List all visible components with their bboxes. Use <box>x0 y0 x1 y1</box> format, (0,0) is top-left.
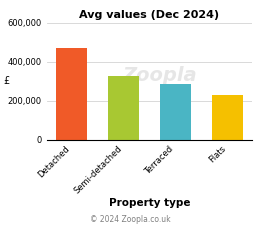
Bar <box>212 95 243 140</box>
X-axis label: Property type: Property type <box>109 198 190 209</box>
Y-axis label: £: £ <box>3 76 9 86</box>
Text: Zoopla: Zoopla <box>122 66 197 85</box>
Text: © 2024 Zoopla.co.uk: © 2024 Zoopla.co.uk <box>90 215 170 224</box>
Bar <box>108 76 139 140</box>
Bar <box>160 84 191 140</box>
Title: Avg values (Dec 2024): Avg values (Dec 2024) <box>80 10 219 20</box>
Bar <box>56 48 87 140</box>
